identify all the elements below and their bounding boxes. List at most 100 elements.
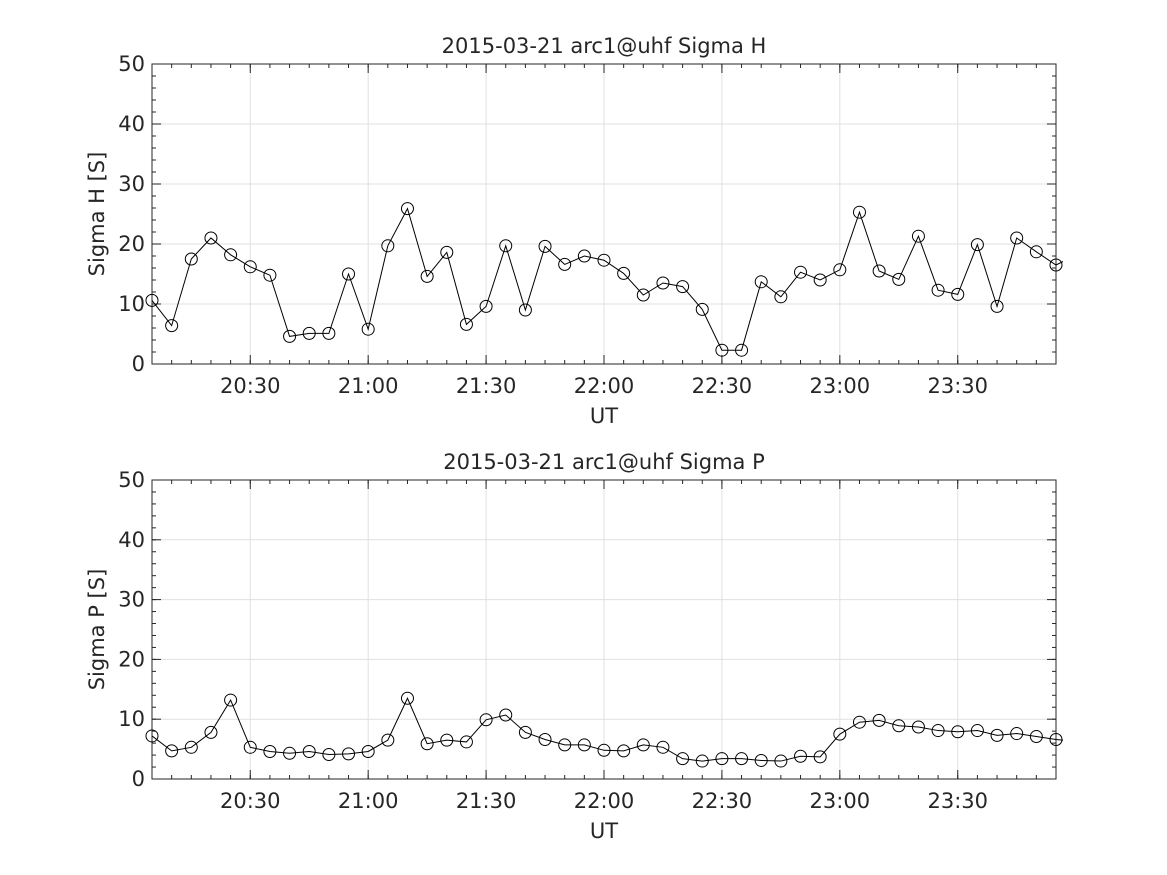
chart-title: 2015-03-21 arc1@uhf Sigma P bbox=[443, 450, 765, 474]
data-point bbox=[342, 747, 356, 761]
data-point bbox=[538, 239, 552, 253]
data-point bbox=[224, 693, 238, 707]
data-point bbox=[852, 205, 866, 219]
data-point bbox=[420, 269, 434, 283]
data-point bbox=[636, 738, 650, 752]
x-tick-label: 23:00 bbox=[810, 374, 871, 398]
data-point bbox=[813, 273, 827, 287]
data-point bbox=[990, 299, 1004, 313]
data-point bbox=[361, 744, 375, 758]
data-point bbox=[754, 275, 768, 289]
data-point bbox=[184, 740, 198, 754]
series-line bbox=[151, 207, 1063, 351]
data-point bbox=[735, 752, 749, 766]
data-point bbox=[754, 753, 768, 767]
x-tick-label: 21:00 bbox=[338, 374, 399, 398]
data-point bbox=[656, 276, 670, 290]
data-point bbox=[1010, 727, 1024, 741]
data-point bbox=[597, 253, 611, 267]
data-point bbox=[695, 754, 709, 768]
data-point bbox=[558, 738, 572, 752]
data-point bbox=[774, 754, 788, 768]
data-point bbox=[833, 727, 847, 741]
y-tick-label: 20 bbox=[118, 647, 145, 671]
data-point bbox=[833, 263, 847, 277]
data-point bbox=[165, 319, 179, 333]
data-point bbox=[420, 737, 434, 751]
data-point bbox=[322, 326, 336, 340]
data-point bbox=[1070, 735, 1082, 747]
data-point bbox=[794, 749, 808, 763]
y-tick-label: 50 bbox=[118, 52, 145, 76]
data-point bbox=[695, 302, 709, 316]
x-tick-label: 21:30 bbox=[456, 374, 517, 398]
data-point bbox=[715, 752, 729, 766]
data-point bbox=[381, 239, 395, 253]
data-point bbox=[499, 708, 513, 722]
data-point bbox=[302, 744, 316, 758]
data-point bbox=[735, 343, 749, 357]
data-point bbox=[1010, 231, 1024, 245]
data-point bbox=[676, 280, 690, 294]
data-point bbox=[440, 733, 454, 747]
data-point bbox=[1070, 249, 1082, 261]
data-point bbox=[558, 257, 572, 271]
data-point bbox=[931, 283, 945, 297]
axes-box bbox=[151, 479, 1057, 780]
data-point bbox=[617, 266, 631, 280]
data-point bbox=[184, 252, 198, 266]
data-point bbox=[951, 287, 965, 301]
y-axis-label: Sigma H [S] bbox=[85, 152, 109, 277]
data-point bbox=[283, 746, 297, 760]
y-axis-label: Sigma P [S] bbox=[85, 569, 109, 691]
data-point bbox=[263, 744, 277, 758]
y-tick-label: 0 bbox=[132, 767, 145, 791]
x-tick-label: 21:30 bbox=[456, 789, 517, 813]
data-point bbox=[243, 740, 257, 754]
data-point bbox=[361, 322, 375, 336]
data-point bbox=[676, 752, 690, 766]
x-tick-label: 20:30 bbox=[220, 789, 281, 813]
axes-box bbox=[151, 63, 1057, 365]
data-point bbox=[518, 725, 532, 739]
x-axis-label: UT bbox=[590, 404, 618, 428]
data-point bbox=[951, 725, 965, 739]
data-point bbox=[774, 290, 788, 304]
x-tick-label: 23:30 bbox=[927, 374, 988, 398]
data-point bbox=[145, 729, 159, 743]
x-tick-label: 22:00 bbox=[574, 789, 635, 813]
data-point bbox=[636, 288, 650, 302]
data-point bbox=[970, 724, 984, 738]
data-point bbox=[204, 231, 218, 245]
y-tick-label: 40 bbox=[118, 528, 145, 552]
data-point bbox=[794, 265, 808, 279]
data-point bbox=[597, 743, 611, 757]
x-axis-label: UT bbox=[590, 819, 618, 843]
y-tick-label: 50 bbox=[118, 468, 145, 492]
data-point bbox=[852, 715, 866, 729]
x-tick-label: 22:00 bbox=[574, 374, 635, 398]
data-point bbox=[283, 329, 297, 343]
data-point bbox=[872, 713, 886, 727]
chart-panel-1: 20:30 21:00 21:30 22:00 22:30 23:00 23:30 0 10 20… bbox=[85, 34, 1082, 428]
data-point bbox=[911, 720, 925, 734]
data-point bbox=[479, 713, 493, 727]
data-point bbox=[617, 744, 631, 758]
data-point bbox=[224, 248, 238, 262]
x-tick-label: 23:30 bbox=[927, 789, 988, 813]
data-point bbox=[204, 725, 218, 739]
y-tick-label: 0 bbox=[132, 352, 145, 376]
data-point bbox=[990, 728, 1004, 742]
data-point bbox=[302, 326, 316, 340]
data-point bbox=[518, 303, 532, 317]
data-point bbox=[931, 724, 945, 738]
data-point bbox=[440, 245, 454, 259]
data-point bbox=[322, 747, 336, 761]
data-point bbox=[911, 229, 925, 243]
y-tick-label: 30 bbox=[118, 172, 145, 196]
data-point bbox=[1049, 733, 1063, 747]
x-tick-label: 21:00 bbox=[338, 789, 399, 813]
data-point bbox=[892, 719, 906, 733]
data-point bbox=[145, 293, 159, 307]
